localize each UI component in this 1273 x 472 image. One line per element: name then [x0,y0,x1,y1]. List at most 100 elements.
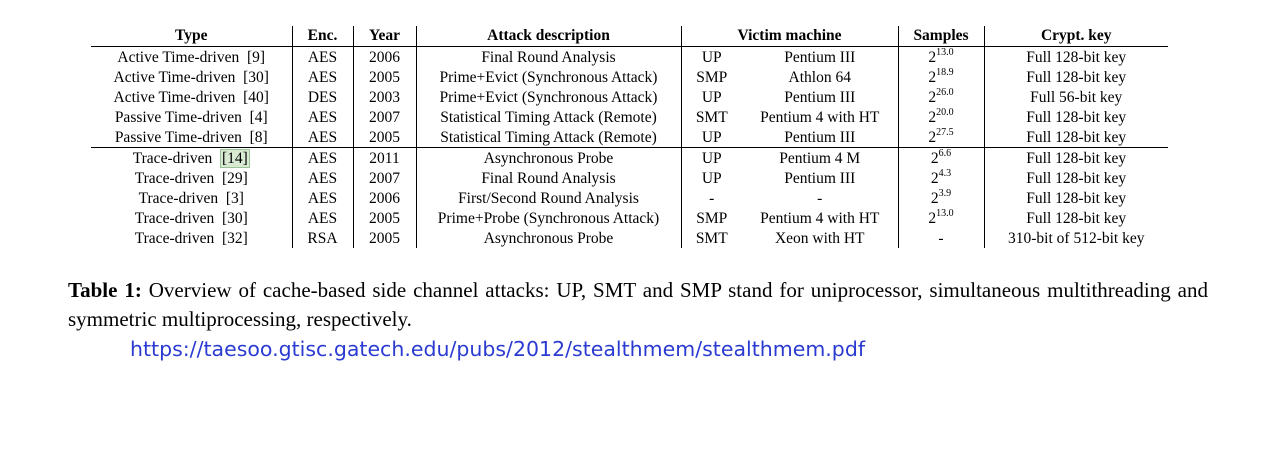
type-label: Active Time-driven [113,88,236,106]
samples-exponent: 18.9 [936,66,954,78]
samples-base: 2 [930,169,939,187]
caption-label: Table 1: [68,278,142,302]
samples-exponent: 3.9 [938,187,952,199]
cell-enc: AES [291,67,353,87]
type-label: Trace-driven [132,149,213,167]
cell-samples: - [897,228,984,248]
cell-attack: Final Round Analysis [415,168,681,188]
samples-base: 2 [928,88,937,106]
cell-year: 2007 [352,107,416,127]
header-crypt-key: Crypt. key [983,26,1168,47]
cell-samples: 218.9 [897,66,984,87]
cell-year: 2005 [352,127,416,148]
cell-year: 2005 [352,67,416,87]
table-row: Trace-driven [29] AES 2007 Final Round Anal… [91,168,1168,188]
cell-machine: Pentium III [784,48,856,66]
cell-type: Trace-driven [32] [91,228,292,248]
cell-key: Full 56-bit key [983,87,1168,107]
cell-key: Full 128-bit key [983,127,1168,148]
cell-samples: 220.0 [897,107,984,127]
cell-processor: UP [680,87,742,107]
cell-enc: AES [291,46,353,67]
cell-processor: SMP [680,67,742,87]
cell-enc: AES [291,188,353,208]
citation-ref: [30] [243,68,269,86]
cell-year: 2011 [352,147,416,168]
cell-samples: 226.0 [897,86,984,107]
type-label: Passive Time-driven [114,108,242,126]
citation-ref: [8] [249,128,268,146]
cell-processor: UP [680,127,742,148]
citation-ref: [4] [249,108,268,126]
cell-attack: Statistical Timing Attack (Remote) [415,127,681,148]
source-url-link[interactable]: https://taesoo.gtisc.gatech.edu/pubs/201… [130,337,866,361]
citation-ref: [3] [225,189,244,207]
cell-year: 2005 [352,228,416,248]
cell-attack: Final Round Analysis [415,46,681,67]
cell-attack: First/Second Round Analysis [415,188,681,208]
type-label: Passive Time-driven [114,128,242,146]
header-type: Type [91,26,292,47]
citation-ref: [29] [221,169,248,187]
table-row: Trace-driven [30] AES 2005 Prime+Probe (Syn… [91,208,1168,228]
type-label: Trace-driven [134,169,215,187]
cell-processor: UP [680,147,742,168]
type-label: Trace-driven [134,209,215,227]
samples-base: 2 [928,128,937,146]
cell-attack: Prime+Evict (Synchronous Attack) [415,87,681,107]
table-row: Trace-driven [14] AES 2011 Asynchronous Pro… [91,147,1168,168]
table-row: Trace-driven [32] RSA 2005 Asynchronous Pro… [91,228,1168,248]
citation-ref: [30] [221,209,248,227]
citation-ref: [14] [219,148,250,168]
cell-machine: - [817,189,823,207]
cell-year: 2006 [352,188,416,208]
cell-key: Full 128-bit key [983,208,1168,228]
type-label: Trace-driven [134,229,215,247]
header-attack-description: Attack description [415,26,681,47]
cell-samples: 26.6 [897,147,984,168]
samples-exponent: 4.3 [938,167,952,179]
cell-machine: Athlon 64 [788,68,851,86]
samples-exponent: 6.6 [938,147,952,159]
cell-machine: Pentium III [784,128,856,146]
cell-key: Full 128-bit key [983,67,1168,87]
cell-type: Trace-driven [14] [91,147,292,168]
cell-machine: Xeon with HT [774,229,865,247]
samples-exponent: 13.0 [936,207,954,219]
samples-exponent: 27.5 [936,126,954,138]
cell-key: Full 128-bit key [983,46,1168,67]
cell-processor: SMT [680,107,742,127]
cell-enc: DES [291,87,353,107]
cell-enc: RSA [291,228,353,248]
cell-enc: AES [291,107,353,127]
samples-exponent: 13.0 [936,46,954,58]
table-body: Active Time-driven [9] AES 2006 Final Round… [91,46,1168,248]
cell-type: Trace-driven [29] [91,168,292,188]
cell-type: Active Time-driven [9] [91,47,292,68]
attack-overview-table: Type Enc. Year Attack description Victim… [91,26,1168,248]
header-samples: Samples [897,26,984,47]
cell-samples: 227.5 [897,126,984,148]
cell-machine: Pentium 4 with HT [760,108,880,126]
cell-machine: Pentium 4 with HT [760,209,880,227]
citation-ref: [32] [221,229,248,247]
cell-year: 2005 [352,208,416,228]
table-row: Active Time-driven [40] DES 2003 Prime+Evic… [91,87,1168,107]
cell-samples: 23.9 [897,187,984,208]
cell-type: Trace-driven [30] [91,208,292,228]
samples-exponent: 26.0 [936,86,954,98]
attack-table-container: Type Enc. Year Attack description Victim… [91,26,1168,248]
citation-ref: [9] [247,48,266,66]
cell-key: 310-bit of 512-bit key [983,228,1168,248]
cell-processor: SMT [680,228,742,248]
cell-type: Trace-driven [3] [91,188,292,208]
table-row: Passive Time-driven [4] AES 2007 Statistica… [91,107,1168,127]
cell-key: Full 128-bit key [983,147,1168,168]
samples-base: 2 [928,68,937,86]
cell-attack: Asynchronous Probe [415,228,681,248]
cell-type: Passive Time-driven [4] [91,107,292,127]
cell-type: Active Time-driven [30] [91,67,292,87]
cell-machine: Pentium 4 M [742,147,898,168]
cell-enc: AES [291,208,353,228]
cell-enc: AES [291,168,353,188]
